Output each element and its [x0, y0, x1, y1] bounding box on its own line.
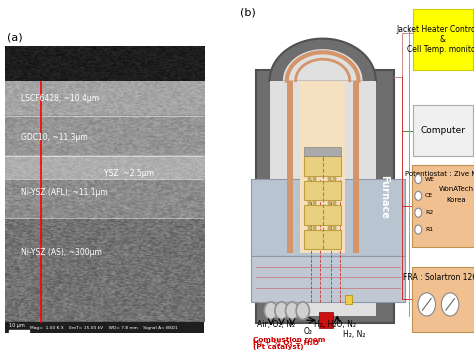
Text: YSZ  ~2.5μm: YSZ ~2.5μm — [104, 169, 154, 178]
Text: Ni-YSZ (AS), ~300μm: Ni-YSZ (AS), ~300μm — [21, 249, 101, 257]
Bar — [353, 81, 358, 253]
Circle shape — [415, 191, 422, 200]
Bar — [411, 267, 474, 332]
Bar — [308, 154, 311, 249]
Text: 10 μm: 10 μm — [9, 323, 25, 328]
Circle shape — [418, 293, 436, 316]
Text: Air, O₂, N₂: Air, O₂, N₂ — [257, 320, 295, 329]
Bar — [333, 154, 336, 249]
Circle shape — [415, 225, 422, 234]
Text: H₂, H₂O, N₂: H₂, H₂O, N₂ — [314, 320, 356, 329]
Text: Computer: Computer — [420, 126, 465, 135]
Circle shape — [285, 302, 299, 319]
Text: Furnace: Furnace — [379, 174, 389, 218]
Bar — [287, 81, 293, 253]
Text: CE: CE — [425, 193, 433, 198]
Bar — [5, 322, 204, 333]
Bar — [9, 330, 28, 332]
Bar — [304, 181, 341, 200]
Bar — [304, 156, 341, 176]
Bar — [411, 165, 474, 247]
Text: WE: WE — [425, 177, 435, 181]
Circle shape — [296, 302, 310, 319]
Text: H₂ + ½ O₂ = H₂O: H₂ + ½ O₂ = H₂O — [253, 340, 319, 346]
Bar — [413, 105, 473, 156]
Circle shape — [275, 302, 288, 319]
Text: Ni-YSZ (AFL), ~11.1μm: Ni-YSZ (AFL), ~11.1μm — [21, 188, 108, 197]
Bar — [319, 312, 333, 328]
Text: Jacket Heater Controller
&
Cell Temp. monitor: Jacket Heater Controller & Cell Temp. mo… — [397, 25, 474, 54]
Text: Combustion room: Combustion room — [253, 337, 326, 343]
Bar — [304, 205, 341, 225]
Circle shape — [415, 208, 422, 217]
Text: Potentiostat : Zive MP8: Potentiostat : Zive MP8 — [405, 171, 474, 177]
Text: LSCF6428, ~10.4μm: LSCF6428, ~10.4μm — [21, 94, 99, 104]
Text: H₂, N₂: H₂, N₂ — [343, 330, 365, 339]
Text: (b): (b) — [240, 7, 256, 17]
Bar — [304, 147, 341, 156]
Text: (a): (a) — [7, 32, 23, 42]
Circle shape — [264, 302, 278, 319]
Bar — [328, 154, 331, 249]
Bar — [413, 9, 473, 70]
Circle shape — [415, 174, 422, 184]
Bar — [313, 154, 316, 249]
Text: (Pt catalyst): (Pt catalyst) — [253, 344, 304, 350]
Bar — [5, 46, 204, 82]
Text: O₂: O₂ — [304, 327, 313, 336]
Bar — [304, 230, 341, 249]
Text: Mag=  1.00 K X    EmT= 15.00 kV    WD= 7.8 mm    Signal A= BSD1: Mag= 1.00 K X EmT= 15.00 kV WD= 7.8 mm S… — [30, 326, 178, 330]
Text: FRA : Solartron 1260: FRA : Solartron 1260 — [403, 273, 474, 282]
Bar — [345, 295, 352, 304]
Circle shape — [441, 293, 459, 316]
Text: R1: R1 — [425, 227, 433, 232]
Text: Korea: Korea — [447, 197, 466, 203]
Text: R2: R2 — [425, 210, 433, 215]
Bar — [300, 81, 345, 253]
Bar — [251, 256, 405, 302]
Bar — [251, 179, 405, 256]
Bar — [270, 81, 376, 316]
Text: GDC10, ~11.3μm: GDC10, ~11.3μm — [21, 133, 87, 142]
Bar — [256, 70, 394, 323]
Text: WonATech: WonATech — [439, 186, 474, 192]
